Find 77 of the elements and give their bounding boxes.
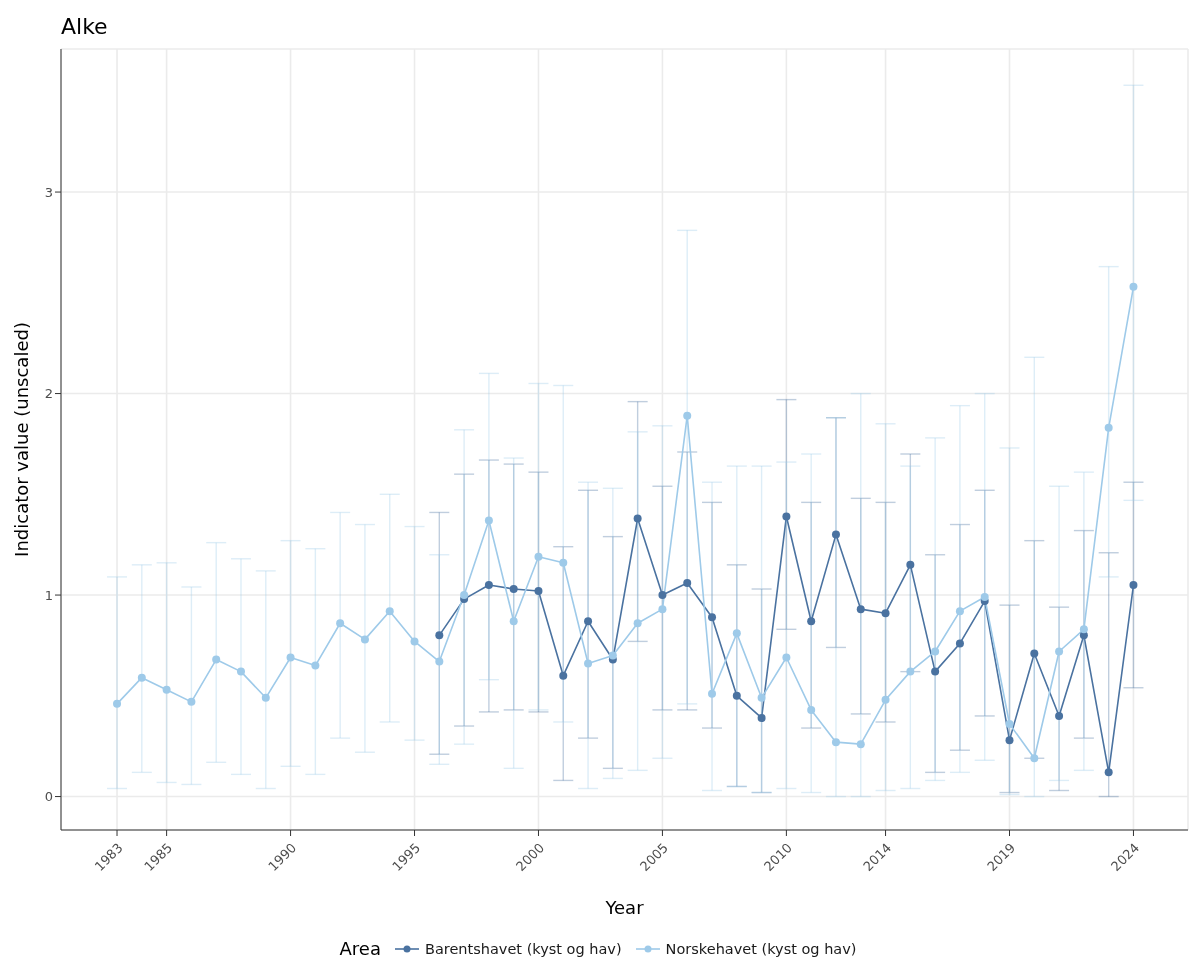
point	[757, 693, 766, 702]
point	[336, 619, 345, 628]
point	[460, 591, 469, 600]
point	[1055, 647, 1064, 656]
point	[1104, 423, 1113, 432]
point	[608, 651, 617, 660]
point	[683, 411, 692, 420]
point	[534, 587, 543, 596]
point	[732, 629, 741, 638]
point	[658, 605, 667, 614]
chart-title: Alke	[61, 14, 108, 39]
point	[782, 512, 791, 521]
y-tick-label: 0	[44, 789, 53, 805]
point	[1129, 282, 1138, 291]
y-tick-label: 3	[44, 184, 53, 200]
point	[509, 585, 518, 594]
point	[311, 661, 320, 670]
point	[484, 516, 493, 525]
point	[980, 593, 989, 602]
point	[708, 613, 717, 622]
point	[1079, 625, 1088, 634]
point	[559, 671, 568, 680]
y-tick-label: 2	[44, 386, 53, 402]
point	[831, 530, 840, 539]
point	[633, 619, 642, 628]
point	[236, 667, 245, 676]
point	[137, 673, 146, 682]
point	[955, 607, 964, 616]
point	[658, 591, 667, 600]
point	[385, 607, 394, 616]
point	[534, 552, 543, 561]
point	[410, 637, 419, 646]
point	[162, 685, 171, 694]
point	[955, 639, 964, 648]
point	[113, 699, 122, 708]
legend-label: Barentshavet (kyst og hav)	[423, 940, 622, 957]
legend-title: Area	[339, 938, 381, 959]
point	[435, 631, 444, 640]
point	[856, 740, 865, 749]
point	[807, 705, 816, 714]
point	[435, 657, 444, 666]
x-axis-title: Year	[604, 897, 645, 918]
point	[881, 695, 890, 704]
point	[757, 713, 766, 722]
point	[1005, 736, 1014, 745]
y-axis-title: Indicator value (unscaled)	[11, 322, 33, 557]
point	[261, 693, 270, 702]
point	[484, 580, 493, 589]
point	[732, 691, 741, 700]
point	[931, 647, 940, 656]
point	[1030, 649, 1039, 658]
point	[881, 609, 890, 618]
point	[212, 655, 221, 664]
point	[509, 617, 518, 626]
point	[360, 635, 369, 644]
point	[1129, 580, 1138, 589]
point	[633, 514, 642, 523]
point	[931, 667, 940, 676]
point	[1055, 711, 1064, 720]
point	[584, 617, 593, 626]
point	[187, 697, 196, 706]
point	[708, 689, 717, 698]
point	[286, 653, 295, 662]
point	[1005, 720, 1014, 729]
point	[584, 659, 593, 668]
legend-label: Norskehavet (kyst og hav)	[664, 940, 857, 957]
point	[906, 667, 915, 676]
point	[1104, 768, 1113, 777]
point	[1030, 754, 1039, 763]
point	[856, 605, 865, 614]
point	[559, 558, 568, 567]
point	[683, 578, 692, 587]
y-tick-label: 1	[44, 587, 53, 603]
point	[782, 653, 791, 662]
point	[906, 560, 915, 569]
point	[807, 617, 816, 626]
point	[831, 738, 840, 747]
